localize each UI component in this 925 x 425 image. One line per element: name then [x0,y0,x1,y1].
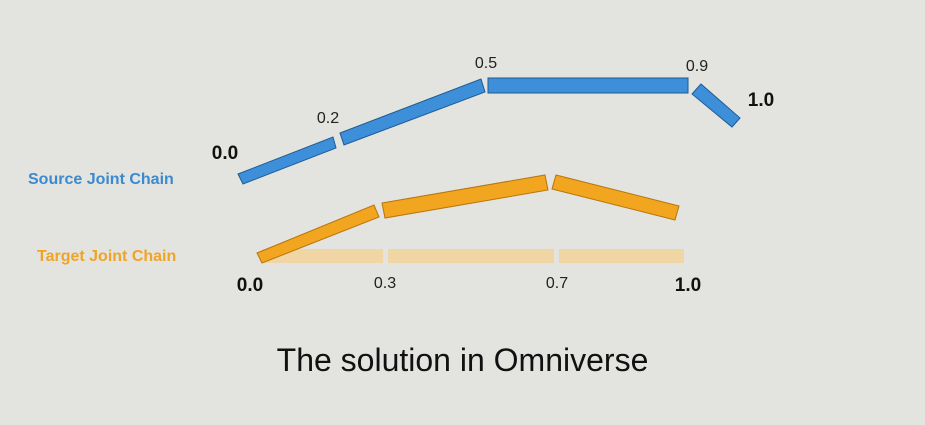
source-chain-label: Source Joint Chain [28,171,174,188]
source-joint-label-3: 0.9 [686,58,708,75]
target-segment-3 [551,174,680,221]
slide-caption: The solution in Omniverse [276,342,649,378]
target-rest-segment-3 [559,249,684,263]
source-joint-label-2: 0.5 [475,55,497,72]
target-joint-label-1: 0.3 [374,275,396,292]
source-segment-4 [691,83,741,128]
target-joint-label-2: 0.7 [546,275,568,292]
source-joint-chain [237,77,741,185]
target-rest-segment-1 [262,249,383,263]
target-chain-label: Target Joint Chain [37,248,176,265]
source-joint-label-1: 0.2 [317,110,339,127]
target-joint-label-0: 0.0 [237,275,263,296]
target-joint-label-3: 1.0 [675,275,701,296]
source-segment-2 [339,78,486,146]
source-segment-3 [487,77,689,94]
target-rest-segment-2 [388,249,554,263]
target-joint-chain [256,174,680,264]
source-joint-label-4: 1.0 [748,90,774,111]
target-rest-chain [262,249,684,263]
target-segment-2 [381,174,549,219]
target-segment-1 [256,204,380,264]
source-segment-1 [237,136,337,185]
source-joint-label-0: 0.0 [212,143,238,164]
